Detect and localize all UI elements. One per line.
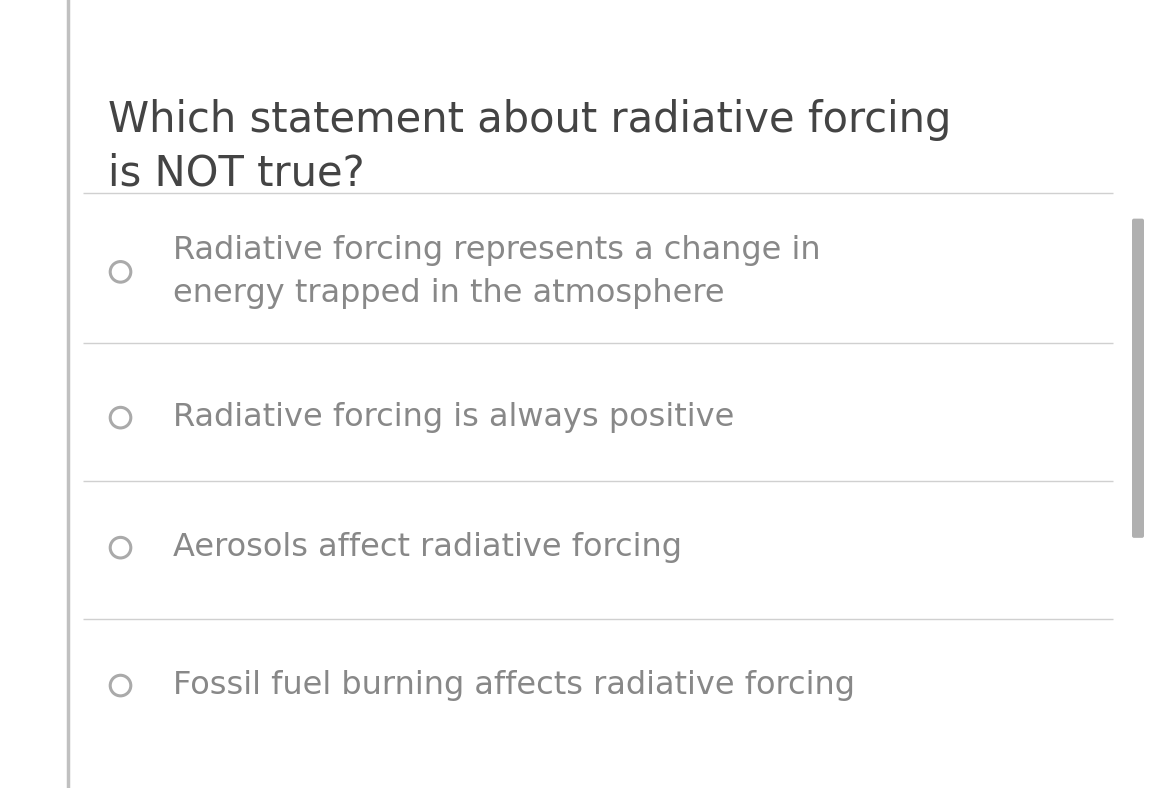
Point bbox=[111, 411, 130, 424]
Point bbox=[111, 266, 130, 278]
Text: Which statement about radiative forcing
is NOT true?: Which statement about radiative forcing … bbox=[108, 98, 951, 194]
Text: Fossil fuel burning affects radiative forcing: Fossil fuel burning affects radiative fo… bbox=[172, 670, 854, 701]
Text: Aerosols affect radiative forcing: Aerosols affect radiative forcing bbox=[172, 532, 681, 563]
Text: Radiative forcing represents a change in
energy trapped in the atmosphere: Radiative forcing represents a change in… bbox=[172, 235, 820, 309]
Point bbox=[111, 679, 130, 692]
FancyBboxPatch shape bbox=[1133, 218, 1144, 538]
Text: Radiative forcing is always positive: Radiative forcing is always positive bbox=[172, 402, 734, 433]
Point bbox=[111, 541, 130, 554]
